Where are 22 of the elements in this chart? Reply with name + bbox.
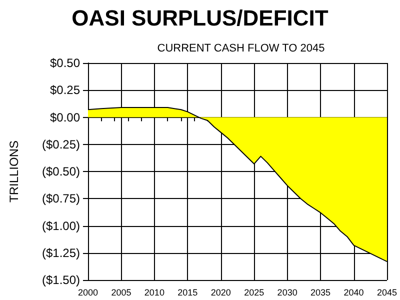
- y-tick-label: $0.00: [50, 110, 80, 124]
- y-tick-label: ($0.50): [42, 164, 80, 178]
- y-tick-label: ($0.25): [42, 137, 80, 152]
- x-tick-label: 2015: [178, 288, 198, 298]
- x-tick-label: 2035: [310, 288, 331, 298]
- y-tick-label: ($1.50): [42, 273, 80, 287]
- x-tick-label: 2040: [344, 288, 364, 298]
- x-tick-label: 2045: [376, 288, 398, 298]
- x-tick-label: 2030: [277, 288, 298, 298]
- y-axis-title: TRILLIONS: [7, 140, 21, 203]
- chart-subtitle: CURRENT CASH FLOW TO 2045: [157, 42, 325, 54]
- y-tick-label: ($0.75): [42, 192, 80, 206]
- y-tick-label: $0.25: [50, 83, 80, 98]
- x-tick-label: 2000: [78, 288, 98, 298]
- x-tick-label: 2010: [144, 288, 164, 298]
- chart-title: OASI SURPLUS/DEFICIT: [72, 6, 329, 30]
- x-tick-label: 2020: [210, 288, 231, 298]
- x-tick-label: 2005: [111, 288, 132, 298]
- x-tick-label: 2025: [244, 288, 264, 298]
- y-tick-label: ($1.25): [42, 246, 80, 260]
- y-tick-label: $0.50: [50, 56, 80, 70]
- y-tick-label: ($1.00): [42, 218, 80, 233]
